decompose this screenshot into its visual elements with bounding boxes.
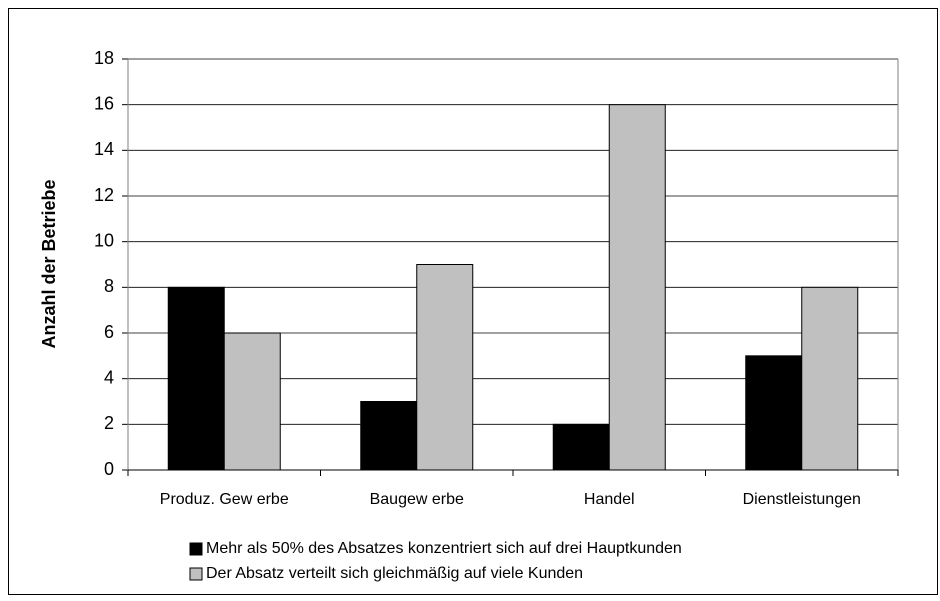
y-tick-label: 18 — [94, 48, 114, 68]
legend-swatch — [189, 567, 203, 581]
y-axis-label: Anzahl der Betriebe — [39, 179, 59, 348]
x-tick-label: Produz. Gew erbe — [160, 491, 289, 508]
bar — [167, 286, 225, 471]
y-tick-label: 2 — [104, 413, 114, 433]
bar — [745, 355, 803, 471]
bar — [801, 286, 859, 471]
x-tick-label: Handel — [584, 491, 635, 508]
bar — [416, 264, 474, 471]
legend-label: Mehr als 50% des Absatzes konzentriert s… — [206, 540, 682, 557]
x-tick-label: Dienstleistungen — [743, 491, 861, 508]
x-tick-label: Baugew erbe — [370, 491, 464, 508]
y-tick-label: 8 — [104, 276, 114, 296]
y-tick-label: 16 — [94, 93, 114, 113]
legend-swatch — [189, 542, 203, 556]
y-tick-label: 4 — [104, 367, 114, 387]
bar — [608, 104, 666, 471]
y-tick-label: 14 — [94, 139, 114, 159]
bar — [552, 423, 610, 471]
y-tick-label: 12 — [94, 185, 114, 205]
bar — [360, 401, 418, 471]
y-tick-label: 0 — [104, 459, 114, 479]
legend-label: Der Absatz verteilt sich gleichmäßig auf… — [206, 565, 583, 582]
y-tick-label: 10 — [94, 230, 114, 250]
y-tick-label: 6 — [104, 322, 114, 342]
bar — [223, 332, 281, 471]
